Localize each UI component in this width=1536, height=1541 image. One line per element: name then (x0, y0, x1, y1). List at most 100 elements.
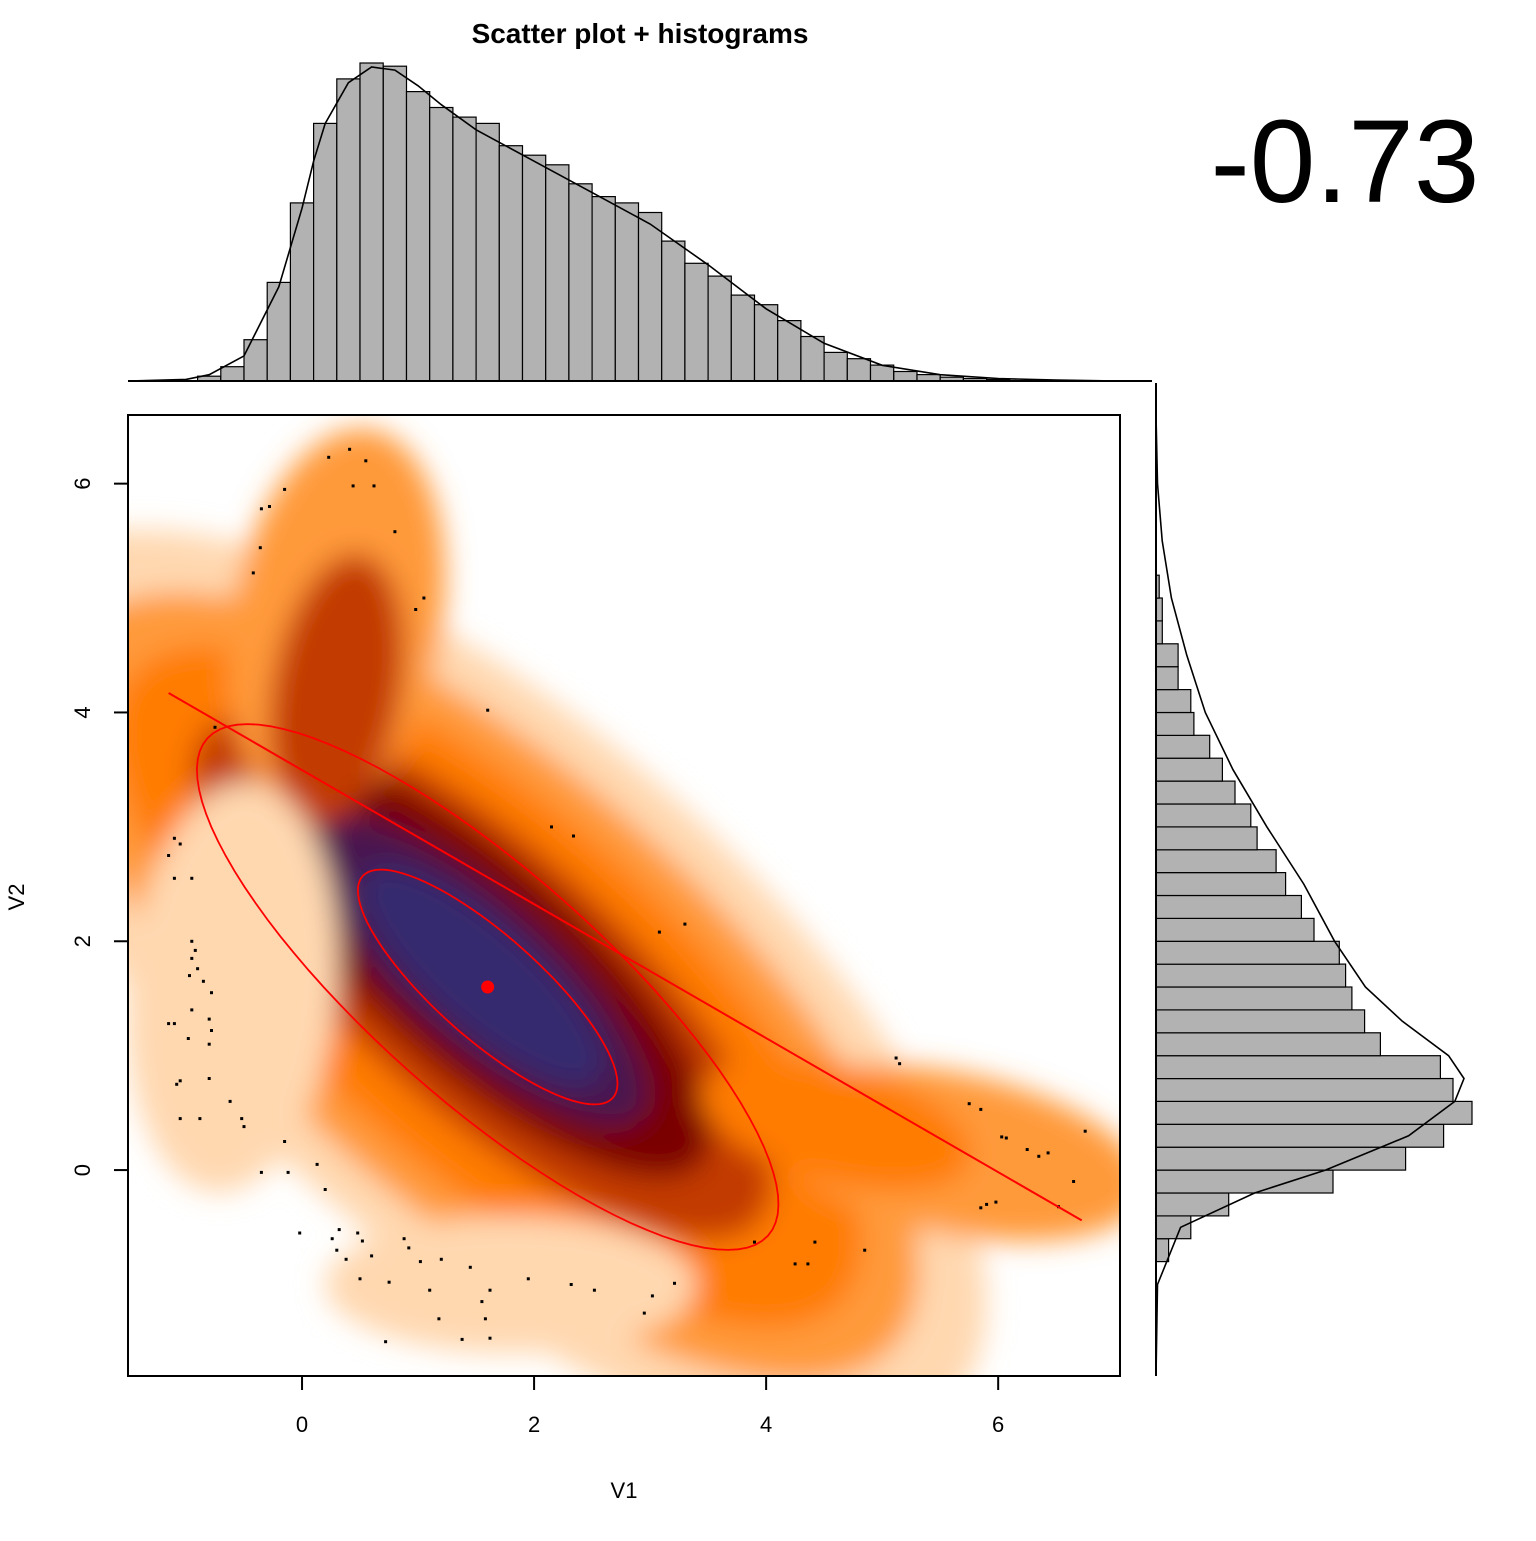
density-lobe-1 (269, 553, 405, 826)
ellipse-outer (195, 723, 780, 1251)
scatter-point (994, 1200, 998, 1204)
right-histogram-bar (1155, 871, 1287, 897)
density-field (128, 428, 1120, 1376)
top-histogram-bar (289, 202, 315, 382)
chart-title: Scatter plot + histograms (472, 18, 809, 49)
top-histogram-bar (823, 351, 848, 382)
scatter-point (240, 1117, 244, 1121)
right-histogram-bar (1155, 666, 1179, 691)
right-histogram-bar (1155, 643, 1179, 668)
top-histogram-bar (266, 281, 292, 382)
scatter-point (193, 948, 197, 952)
top-histogram-bar (800, 335, 825, 382)
scatter-point (190, 1008, 194, 1012)
y-tick-label: 6 (70, 478, 95, 490)
x-tick-label: 4 (760, 1412, 772, 1437)
top-histogram-bar (637, 211, 663, 382)
right-histogram-bar (1155, 1169, 1334, 1194)
top-histogram-bar (893, 370, 918, 382)
scatter-point (196, 967, 200, 971)
top-histogram-bar (405, 90, 431, 382)
scatter-point (207, 1017, 211, 1021)
scatter-point (480, 1300, 484, 1304)
scatter-point (259, 1170, 263, 1174)
scatter-point (572, 834, 575, 838)
scatter-point (175, 1082, 179, 1086)
right-histogram-bar (1155, 1123, 1445, 1148)
scatter-point (439, 1257, 443, 1261)
scatter-point (372, 484, 376, 488)
top-histogram-bar (730, 294, 756, 382)
scatter-point (985, 1202, 989, 1206)
scatter-point (178, 842, 182, 846)
scatter-point (298, 1231, 302, 1235)
scatter-point (422, 596, 426, 600)
x-tick-label: 6 (992, 1412, 1004, 1437)
scatter-point (358, 1277, 362, 1281)
right-histogram-bar (1155, 1215, 1192, 1240)
scatter-point (468, 1265, 472, 1269)
scatter-point (337, 1228, 341, 1232)
right-histogram-bar (1155, 1238, 1170, 1263)
y-axis-label: V2 (4, 884, 29, 911)
scatter-point (335, 1248, 339, 1252)
scatter-point (348, 447, 352, 451)
scatter-point (863, 1248, 867, 1252)
scatter-point (167, 1022, 171, 1026)
right-histogram-bar (1155, 803, 1252, 828)
fit-overlays (168, 692, 1083, 1251)
scatter-point (323, 1188, 327, 1191)
scatter-point (315, 1162, 319, 1166)
top-histogram-bar (475, 122, 500, 382)
right-histogram-bar (1155, 1009, 1366, 1034)
top-histogram-bar (220, 366, 245, 382)
scatter-point (251, 571, 255, 575)
scatter-point (172, 876, 176, 880)
right-histogram-bar (1155, 940, 1340, 965)
top-histogram-bar (753, 304, 779, 382)
scatter-point (172, 1022, 176, 1026)
scatter-point (172, 836, 176, 840)
top-histogram (127, 62, 1152, 382)
scatter-point (898, 1062, 902, 1066)
scatter-point (201, 979, 205, 983)
y-tick-label: 0 (70, 1164, 95, 1176)
scatter-point (210, 1029, 213, 1032)
scatter-point (483, 1317, 487, 1321)
scatter-point (1004, 1136, 1008, 1140)
scatter-point (592, 1288, 596, 1292)
scatter-point (894, 1056, 898, 1060)
top-histogram-bar (661, 240, 686, 382)
top-histogram-bar (521, 154, 547, 382)
scatter-point (488, 1336, 492, 1340)
right-histogram-bar (1155, 757, 1224, 782)
top-density-curve (127, 66, 1121, 382)
scatter-point (167, 854, 171, 857)
scatter-point (190, 956, 194, 960)
top-histogram-bar (869, 364, 895, 382)
top-histogram-bar (336, 78, 361, 382)
scatter-point (258, 546, 262, 550)
x-axis-label: V1 (611, 1478, 638, 1503)
right-histogram-bar (1155, 963, 1347, 988)
scatter-point (268, 505, 271, 508)
right-histogram-bar (1155, 894, 1302, 919)
top-histogram-bar (243, 339, 268, 382)
scatter-point (259, 507, 263, 511)
scatter-point (793, 1262, 797, 1266)
mean-point (481, 980, 495, 994)
scatter-point (437, 1317, 441, 1321)
scatter-point (486, 708, 490, 712)
density-layer-6 (360, 865, 604, 1086)
y-tick-label: 4 (70, 706, 95, 718)
right-histogram-bar (1155, 734, 1211, 759)
right-histogram (1155, 383, 1473, 1377)
scatter-point (286, 1170, 290, 1174)
right-histogram-bar (1155, 849, 1277, 874)
scatter-point (1037, 1154, 1041, 1158)
right-histogram-bar (1155, 1146, 1407, 1171)
scatter-point (979, 1206, 983, 1210)
scatter-point (1072, 1180, 1076, 1183)
scatter-point (351, 484, 355, 488)
